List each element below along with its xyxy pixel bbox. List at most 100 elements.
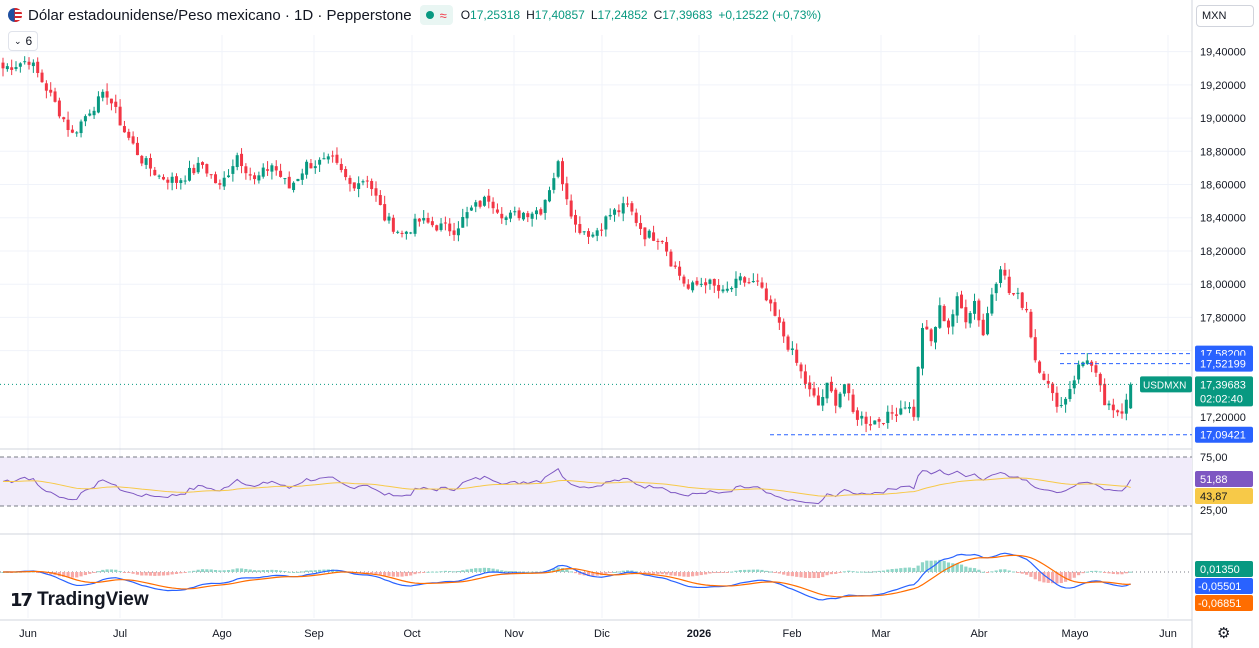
macd-histogram-bar (374, 572, 378, 575)
price-axis[interactable]: 19,40000 19,20000 19,00000 18,80000 18,60000… (1200, 47, 1246, 517)
macd-histogram-bar (743, 569, 747, 572)
candle-body (1038, 361, 1042, 373)
macd-histogram-bar (530, 571, 534, 573)
candle-body (27, 61, 31, 65)
macd-histogram-bar (526, 571, 530, 573)
candle-body (183, 180, 187, 182)
candle-body (504, 217, 508, 220)
macd-histogram-bar (916, 565, 920, 572)
macd-histogram-bar (977, 569, 981, 572)
macd-histogram-bar (656, 572, 660, 575)
candle-body (903, 407, 907, 409)
candle-body (231, 166, 235, 174)
macd-histogram-bar (452, 571, 456, 573)
candle-body (1094, 365, 1098, 373)
macd-histogram-bar (443, 570, 447, 572)
macd-histogram-bar (422, 572, 426, 573)
indicators-toggle[interactable]: ⌄ 6 (8, 31, 39, 51)
last-price-label: 17,39683 (1200, 379, 1246, 391)
macd-histogram-bar (873, 571, 877, 573)
currency-selector[interactable]: MXN (1196, 5, 1254, 27)
candle-body (14, 67, 18, 69)
candle-body (951, 314, 955, 327)
macd-histogram-bar (1055, 572, 1059, 584)
market-status-badge[interactable]: ≈ (419, 5, 453, 25)
market-open-dot-icon (425, 11, 434, 19)
candle-body (543, 199, 547, 213)
price-tick-label: 19,40000 (1200, 47, 1246, 59)
macd-pane (0, 552, 1192, 601)
macd-histogram-bar (140, 572, 144, 576)
candle-body (192, 167, 196, 174)
rsi-ma-value-bg (1195, 488, 1253, 504)
macd-histogram-bar (1, 572, 5, 573)
candle-body (960, 294, 964, 309)
macd-histogram-bar (1090, 570, 1094, 572)
macd-histogram-bar (608, 572, 612, 573)
rsi-ma-line (2, 477, 1131, 497)
candle-body (782, 321, 786, 337)
macd-histogram-bar (825, 572, 829, 576)
macd-histogram-bar (383, 572, 387, 576)
candle-body (565, 183, 569, 200)
candle-body (500, 213, 504, 219)
candle-body (877, 419, 881, 422)
macd-histogram-bar (994, 570, 998, 572)
macd-histogram-bar (222, 570, 226, 572)
candle-body (383, 204, 387, 221)
candlestick-series[interactable] (1, 56, 1133, 433)
candle-body (821, 396, 825, 406)
candle-body (495, 209, 499, 213)
candle-body (508, 212, 512, 219)
macd-histogram-bar (677, 572, 682, 577)
candle-body (1103, 383, 1107, 406)
candle-body (170, 176, 174, 183)
macd-histogram-bar (261, 570, 265, 572)
candle-body (938, 305, 942, 328)
candle-body (279, 170, 283, 177)
macd-histogram-bar (92, 572, 96, 573)
macd-histogram-bar (409, 572, 413, 576)
rsi-tick-25: 25,00 (1200, 505, 1228, 517)
macd-histogram-bar (638, 572, 643, 573)
candle-body (643, 227, 647, 240)
macd-histogram-bar (461, 570, 465, 572)
candle-body (23, 61, 27, 63)
low-value: 17,24852 (597, 8, 648, 22)
candle-body (474, 202, 478, 207)
macd-histogram-bar (738, 570, 742, 572)
time-tick-label: Sep (304, 628, 324, 640)
macd-histogram-bar (625, 570, 630, 572)
candle-body (313, 166, 317, 169)
candle-body (647, 230, 651, 238)
settings-gear-icon[interactable]: ⚙ (1217, 625, 1231, 642)
candle-body (179, 180, 183, 184)
candle-body (1016, 292, 1020, 294)
candle-body (1012, 293, 1016, 295)
candle-body (101, 91, 105, 98)
macd-histogram-bar (495, 569, 500, 572)
macd-histogram-bar (96, 571, 101, 573)
macd-histogram-bar (127, 572, 131, 574)
candle-body (244, 166, 248, 174)
candle-body (925, 326, 929, 330)
symbol-tag: USDMXN (1143, 380, 1186, 391)
macd-histogram-bar (946, 562, 951, 572)
symbol-title[interactable]: Dólar estadounidense/Peso mexicano · 1D … (28, 6, 412, 24)
macd-histogram-bar (322, 569, 326, 572)
candle-body (157, 175, 161, 177)
candle-body (240, 153, 244, 167)
time-axis[interactable]: Jun Jul Ago Sep Oct Nov Dic 2026 Feb Mar Abr Mayo Ju… (0, 619, 1192, 640)
candle-body (270, 165, 274, 172)
macd-signal-bg (1195, 595, 1253, 611)
macd-histogram-bar (925, 560, 929, 572)
macd-histogram-bar (439, 571, 443, 573)
macd-histogram-bar (122, 572, 127, 573)
tradingview-logo[interactable]: 𝟭𝟳 TradingView (10, 589, 149, 611)
candle-body (973, 300, 977, 314)
candle-body (929, 329, 933, 342)
macd-histogram-bar (560, 568, 565, 572)
macd-histogram-bar (491, 568, 495, 572)
candle-body (942, 305, 946, 322)
